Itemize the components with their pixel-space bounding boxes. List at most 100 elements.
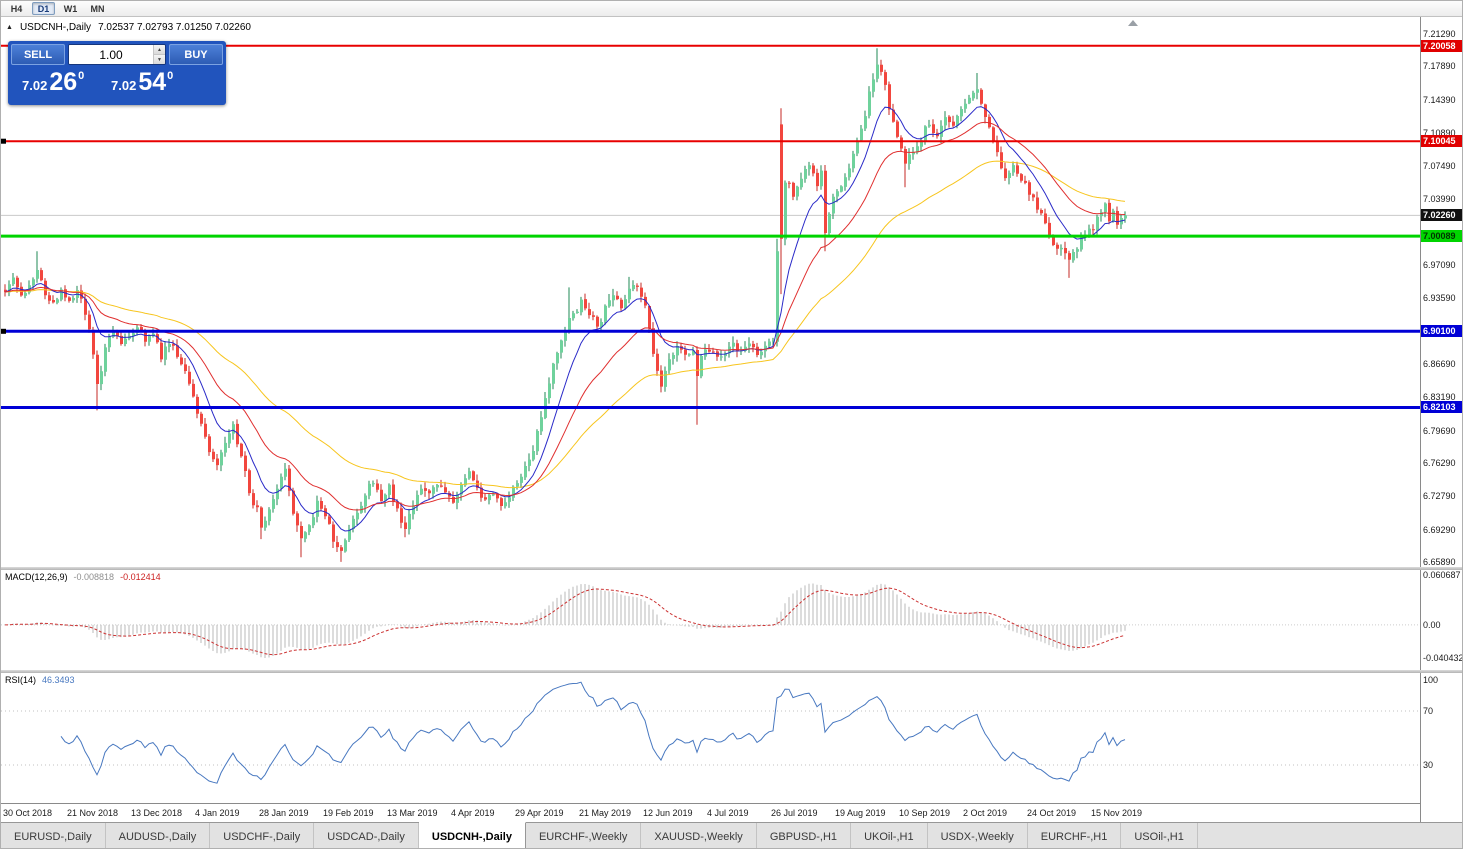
chart-tab-usdchf-daily[interactable]: USDCHF-,Daily (210, 823, 315, 848)
collapse-panel-icon[interactable]: ▲ (6, 24, 13, 31)
time-axis-label: 4 Apr 2019 (451, 808, 495, 818)
panel-splitter[interactable] (1, 567, 1462, 570)
chart-tab-gbpusd-h1[interactable]: GBPUSD-,H1 (757, 823, 852, 848)
chart-tab-usdx-weekly[interactable]: USDX-,Weekly (928, 823, 1028, 848)
time-axis-label: 28 Jan 2019 (259, 808, 309, 818)
buy-price-point: 0 (167, 70, 174, 82)
rsi-value: 46.3493 (42, 675, 75, 685)
price-tick: 7.14390 (1423, 94, 1456, 105)
volume-spinner: ▲ ▼ (68, 44, 166, 65)
chart-tab-eurchf-weekly[interactable]: EURCHF-,Weekly (526, 823, 642, 848)
volume-input[interactable] (69, 45, 153, 64)
main-price-chart[interactable] (1, 17, 1422, 567)
price-tick: 7.10890 (1423, 128, 1456, 139)
chart-tab-usdcad-daily[interactable]: USDCAD-,Daily (314, 823, 419, 848)
price-tick: 7.17890 (1423, 61, 1456, 72)
chart-tab-eurusd-daily[interactable]: EURUSD-,Daily (1, 823, 106, 848)
price-tick: 7.21290 (1423, 28, 1456, 39)
chart-tab-usdcnh-daily[interactable]: USDCNH-,Daily (418, 822, 526, 848)
timeframe-button-w1[interactable]: W1 (63, 3, 78, 14)
line-anchor-marker[interactable] (1, 328, 6, 334)
price-tag-7.02260: 7.02260 (1421, 209, 1462, 221)
timeframe-toolbar: H4 D1 W1 MN (1, 1, 1462, 17)
sell-price-main: 7.02 (22, 78, 48, 93)
price-tag-6.82103: 6.82103 (1421, 401, 1462, 413)
chart-tab-xauusd-weekly[interactable]: XAUUSD-,Weekly (641, 823, 757, 848)
line-anchor-marker[interactable] (1, 138, 6, 144)
time-axis-label: 13 Mar 2019 (387, 808, 438, 818)
bear-candle-wicks (4, 59, 1118, 562)
time-axis-label: 21 Nov 2018 (67, 808, 119, 818)
price-tag-7.10045: 7.10045 (1421, 135, 1462, 147)
buy-price-pips: 54 (138, 68, 167, 96)
rsi-line (60, 681, 1126, 784)
rsi-label: RSI(14) 46.3493 (5, 675, 75, 685)
chart-tab-audusd-daily[interactable]: AUDUSD-,Daily (106, 823, 211, 848)
time-axis-label: 29 Apr 2019 (515, 808, 564, 818)
time-axis-label: 19 Aug 2019 (835, 808, 886, 818)
rsi-tick: 100 (1423, 675, 1439, 685)
time-axis-label: 2 Oct 2019 (963, 808, 1008, 818)
price-tick: 6.93590 (1423, 293, 1456, 303)
time-axis-label: 4 Jul 2019 (707, 808, 749, 818)
time-axis-label: 12 Jun 2019 (643, 808, 693, 818)
macd-tick: 0.00 (1423, 619, 1441, 630)
price-tick: 6.97090 (1423, 259, 1456, 270)
price-tick: 6.86690 (1423, 358, 1456, 369)
chart-tab-ukoil-h1[interactable]: UKOil-,H1 (851, 823, 928, 848)
chart-shift-marker[interactable] (1128, 20, 1138, 26)
time-axis-label: 30 Oct 2018 (3, 808, 53, 818)
macd-signal-value: -0.012414 (120, 572, 161, 582)
price-tick: 6.65890 (1423, 557, 1456, 568)
rsi-tick: 30 (1423, 760, 1434, 770)
price-axis[interactable]: 7.21290 7.17890 7.14390 7.10890 7.07490 7.039… (1420, 17, 1462, 822)
timeframe-button-h4[interactable]: H4 (10, 3, 23, 14)
time-axis-label: 4 Jan 2019 (195, 808, 240, 818)
ohlc-values: 7.02537 7.02793 7.01250 7.02260 (98, 22, 251, 33)
macd-histogram (8, 583, 1126, 658)
time-axis-label: 21 May 2019 (579, 808, 632, 818)
rsi-name: RSI(14) (5, 675, 37, 685)
rsi-panel-chart[interactable] (1, 673, 1422, 803)
macd-panel-chart[interactable] (1, 570, 1422, 670)
time-axis[interactable]: 30 Oct 2018 21 Nov 2018 13 Dec 2018 4 Jan 2… (1, 803, 1422, 822)
bear-candle-bodies (4, 64, 1119, 551)
macd-name: MACD(12,26,9) (5, 572, 68, 582)
rsi-tick: 70 (1423, 706, 1434, 716)
chart-tab-usoil-h1[interactable]: USOil-,H1 (1121, 823, 1198, 848)
macd-tick: -0.040432 (1423, 653, 1463, 664)
price-tick: 7.07490 (1423, 160, 1456, 171)
macd-tick: 0.060687 (1423, 570, 1461, 581)
buy-price-main: 7.02 (111, 78, 137, 93)
time-axis-label: 13 Dec 2018 (131, 808, 183, 818)
chart-tab-eurchf-h1[interactable]: EURCHF-,H1 (1028, 823, 1122, 848)
time-axis-label: 19 Feb 2019 (323, 808, 374, 818)
sell-price-point: 0 (78, 70, 85, 82)
time-axis-label: 10 Sep 2019 (899, 808, 951, 818)
symbol-period-label: USDCNH-,Daily (19, 22, 92, 33)
bull-candle-bodies (8, 64, 1127, 552)
sell-button[interactable]: SELL (11, 44, 65, 65)
macd-main-value: -0.008818 (73, 572, 115, 582)
macd-signal-line (4, 587, 1126, 656)
price-tick: 6.72790 (1423, 491, 1456, 502)
volume-spin-buttons: ▲ ▼ (153, 45, 165, 64)
price-tick: 6.76290 (1423, 457, 1456, 468)
price-tick: 7.03990 (1423, 193, 1456, 204)
volume-down-button[interactable]: ▼ (154, 55, 165, 64)
price-tag-6.90100: 6.90100 (1421, 325, 1462, 337)
time-axis-label: 26 Jul 2019 (771, 808, 818, 818)
chart-title: ▲ USDCNH-,Daily 7.02537 7.02793 7.01250 … (6, 22, 251, 33)
chart-tabs-bar: EURUSD-,Daily AUDUSD-,Daily USDCHF-,Daily U… (1, 822, 1462, 848)
buy-button[interactable]: BUY (169, 44, 223, 65)
volume-up-button[interactable]: ▲ (154, 45, 165, 55)
sell-price[interactable]: 7.02 26 0 (11, 65, 84, 102)
timeframe-button-d1[interactable]: D1 (32, 2, 55, 15)
price-tick: 6.69290 (1423, 524, 1456, 535)
timeframe-button-mn[interactable]: MN (90, 3, 105, 14)
panel-splitter[interactable] (1, 670, 1462, 673)
buy-price[interactable]: 7.02 54 0 (111, 65, 173, 102)
price-tick: 6.79690 (1423, 425, 1456, 436)
